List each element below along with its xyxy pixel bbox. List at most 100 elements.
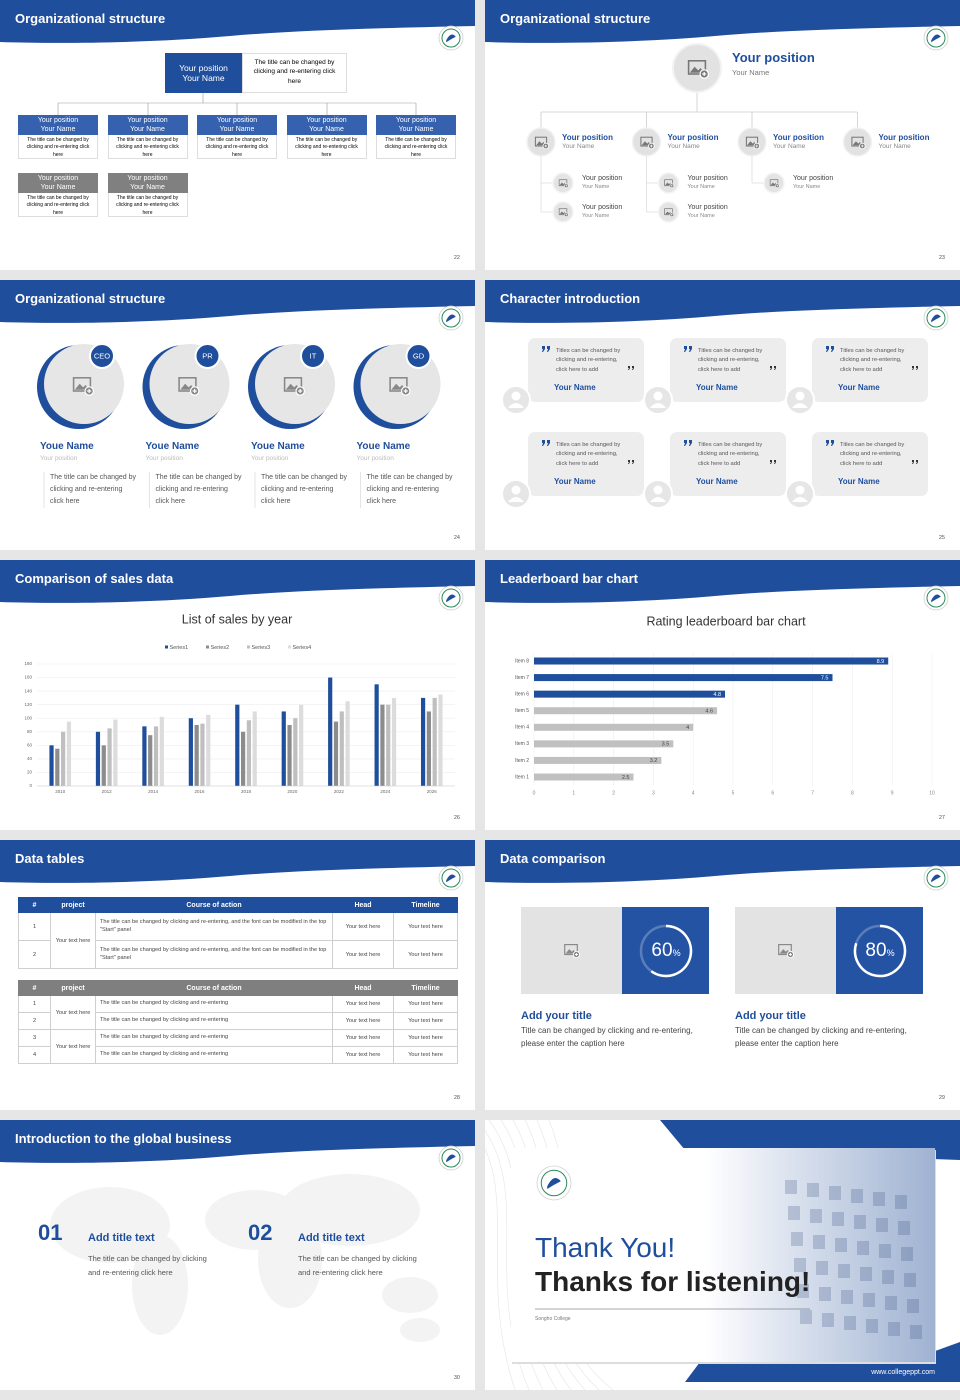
slide: List of sales by year Series1 Series2 Serie…: [0, 560, 475, 830]
building-window: [800, 1310, 812, 1324]
map-shape: [280, 1174, 420, 1246]
x-tick-label: 2026: [427, 789, 438, 794]
slide: Introduction to the global business 30 01 A…: [0, 1120, 475, 1390]
quote-mark: [770, 460, 776, 464]
bar: [188, 718, 193, 786]
image-icon: [283, 377, 306, 396]
header-row: # project Course of action Head Timeline: [18, 980, 458, 996]
cell-project: Your text here: [50, 912, 96, 969]
quote-mark: [826, 440, 834, 446]
quote-mark: [684, 346, 692, 352]
avatar-head: [795, 391, 805, 401]
building-window: [910, 1325, 922, 1339]
photo: [842, 127, 873, 157]
quote-mark: [684, 440, 692, 446]
cell-action: The title can be changed by clicking and…: [95, 1029, 333, 1047]
y-tick-label: 140: [24, 688, 32, 693]
name: Your Name: [182, 73, 225, 83]
y-tick-label: 80: [27, 729, 33, 734]
value-label: 7.5: [821, 675, 829, 681]
bar: [380, 704, 385, 786]
icon-plus-sign: [670, 184, 673, 187]
cell-action: The title can be changed by clicking and…: [95, 1012, 333, 1030]
photo: [526, 127, 556, 157]
member-position: Your position: [145, 455, 183, 462]
percent-unit: %: [672, 948, 681, 958]
slide-title: Data tables: [15, 851, 85, 866]
value-label: 4.8: [713, 692, 721, 698]
avatar-body: [508, 403, 524, 408]
icon-frame: [178, 377, 197, 392]
cell-num: 4: [18, 1046, 51, 1064]
value-label: 3.5: [662, 742, 670, 748]
slide-graphics: Rating leaderboard bar chart 0 1 2 3 4 5 6 7 8 9 10…: [485, 560, 960, 796]
legend-swatch: [288, 645, 291, 649]
name: Your Name: [878, 143, 911, 150]
value-label: 8.9: [877, 659, 885, 665]
bar: [61, 731, 66, 786]
photo: [763, 172, 785, 194]
quote: Titles can be changed by clicking and re…: [840, 348, 905, 373]
name: Your Name: [40, 184, 76, 191]
x-tick-label: 5: [732, 790, 735, 796]
item-text: The title can be changed by clicking and…: [88, 1254, 207, 1277]
building-window: [898, 1221, 910, 1235]
table-row: 4 The title can be changed by clicking an…: [18, 1046, 458, 1064]
avatar-head: [511, 485, 521, 495]
card-name: Your Name: [838, 383, 880, 392]
cell-timeline: Your text here: [393, 1029, 458, 1047]
header-cell: Course of action: [95, 980, 333, 996]
building-window: [882, 1270, 894, 1284]
name: Your Name: [773, 143, 806, 150]
badge: [405, 343, 432, 369]
bar: [148, 735, 153, 786]
name: Your Name: [582, 184, 610, 190]
cell-action: The title can be changed by clicking and…: [95, 995, 333, 1013]
page-number: 30: [453, 1375, 460, 1381]
slide: Organizational structure 22 Your position Y…: [0, 0, 475, 270]
connector: [541, 92, 857, 113]
table: # project Course of action Head Timeline 1 You…: [18, 980, 458, 1064]
image-icon: [389, 377, 411, 396]
box-header: Your position Your Name: [18, 115, 98, 135]
slide-title: Character introduction: [500, 291, 641, 306]
bar: [534, 674, 833, 682]
x-tick-label: 2: [612, 790, 615, 796]
x-tick-label: 2018: [241, 789, 252, 794]
logo-mark: [931, 314, 941, 323]
logo-ring: [926, 308, 946, 328]
page-number: 28: [453, 1095, 460, 1101]
building-window: [879, 1244, 891, 1258]
logo-ring: [441, 1148, 461, 1168]
legend-label: Series3: [252, 645, 271, 651]
top-note: The title can be changed by clicking and…: [242, 53, 347, 93]
position: Your position: [395, 117, 437, 124]
photo: [657, 172, 680, 194]
legend-swatch: [247, 645, 250, 649]
x-tick-label: 2016: [195, 789, 206, 794]
y-tick-label: 40: [27, 756, 33, 761]
card-name: Your Name: [554, 477, 596, 486]
building-window: [866, 1319, 878, 1333]
name: Your Name: [309, 126, 344, 133]
slide-graphics: [0, 0, 475, 115]
card-name: Your Name: [838, 477, 880, 486]
item-title: Add your title: [521, 1010, 592, 1022]
slide-graphics: [485, 840, 960, 994]
bar: [339, 711, 344, 786]
page-number: 24: [453, 535, 460, 541]
position: Your position: [687, 204, 728, 211]
y-tick-label: 120: [24, 702, 32, 707]
bar: [534, 756, 662, 764]
slide-title: Data comparison: [500, 851, 606, 866]
avatar-body: [650, 403, 666, 408]
logo-mark: [446, 1154, 456, 1163]
avatar-body: [792, 497, 808, 502]
x-tick-label: 7: [811, 790, 814, 796]
header-band: [0, 840, 475, 883]
icon-frame: [640, 136, 653, 147]
legend-label: Series4: [293, 645, 312, 651]
quote-mark: [770, 366, 776, 370]
item-number: 02: [248, 1220, 273, 1245]
cell-num: 2: [18, 940, 51, 969]
